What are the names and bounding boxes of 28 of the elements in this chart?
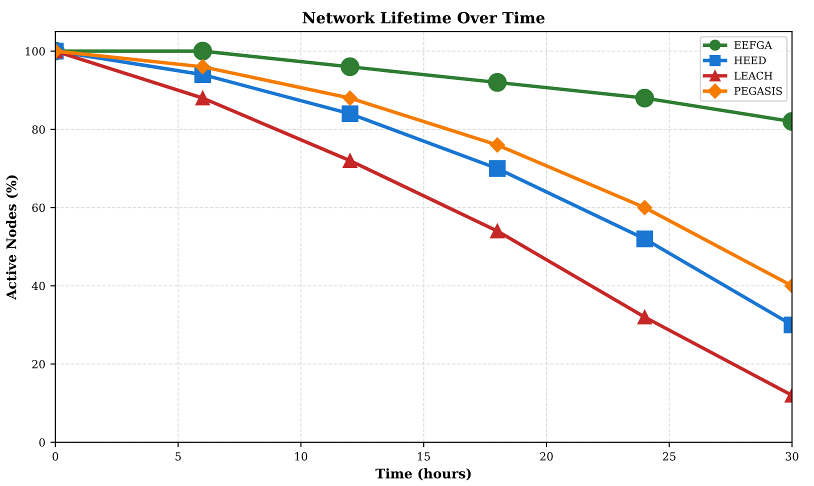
legend-label: PEGASIS [734, 87, 782, 95]
point [490, 224, 505, 238]
point [340, 57, 360, 76]
x-tick-label: 15 [418, 452, 430, 461]
y-tick-label: 0 [39, 438, 45, 447]
y-tick-label: 60 [32, 204, 45, 212]
x-axis-title: Time (hours) [376, 468, 471, 480]
y-tick-label: 20 [32, 360, 45, 368]
point [342, 90, 358, 106]
point [490, 137, 505, 153]
x-tick-label: 25 [662, 452, 676, 461]
point [342, 153, 358, 168]
x-tick-label: 0 [52, 452, 58, 461]
x-tick-label: 20 [540, 452, 553, 461]
y-tick-label: 80 [32, 125, 45, 134]
y-axis-title: Active Nodes (%) [6, 175, 18, 300]
y-tick-label: 40 [32, 282, 45, 290]
x-tick-label: 5 [176, 452, 181, 461]
x-tick-label: 10 [295, 452, 308, 461]
legend-label: HEED [734, 56, 766, 64]
legend-label: LEACH [734, 72, 772, 80]
x-tick-label: 30 [786, 452, 798, 461]
chart-title: Network Lifetime Over Time [302, 12, 545, 24]
point [489, 160, 506, 177]
point [488, 73, 507, 92]
point [342, 105, 358, 122]
y-tick-label: 100 [26, 47, 45, 56]
legend-label: EEFGA [734, 41, 772, 50]
